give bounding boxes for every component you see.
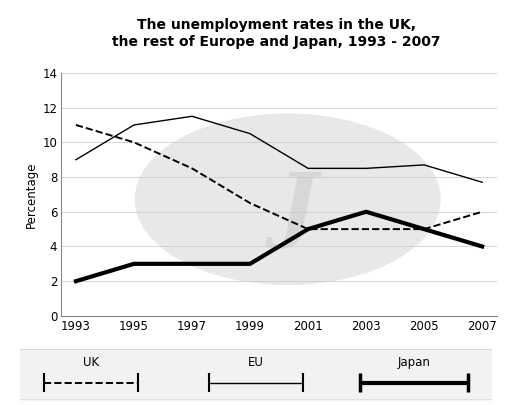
- Text: Japan: Japan: [397, 356, 430, 369]
- Text: UK: UK: [83, 356, 99, 369]
- Text: The unemployment rates in the UK,
the rest of Europe and Japan, 1993 - 2007: The unemployment rates in the UK, the re…: [112, 18, 441, 49]
- Y-axis label: Percentage: Percentage: [25, 161, 38, 228]
- FancyBboxPatch shape: [11, 350, 501, 400]
- Text: EU: EU: [248, 356, 264, 369]
- Circle shape: [136, 114, 440, 284]
- Text: J: J: [276, 169, 316, 249]
